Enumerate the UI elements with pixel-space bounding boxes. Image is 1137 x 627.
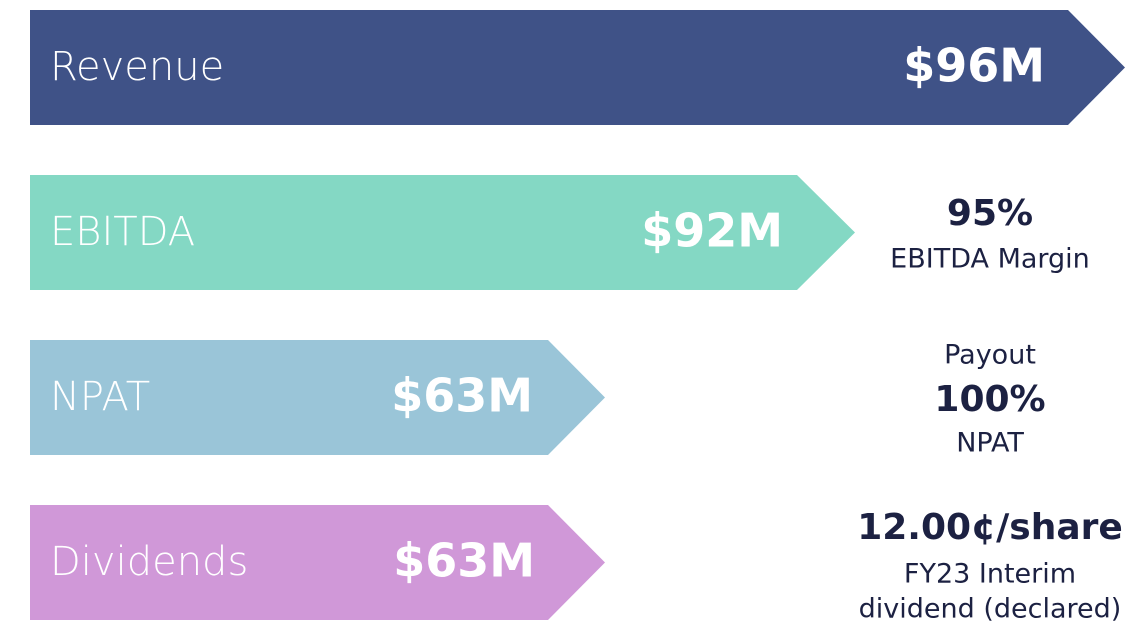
row-value: $96M [903,39,1045,93]
row-label: EBITDA [50,209,195,255]
row-label: Dividends [50,539,248,585]
revenue-arrow [30,10,1125,125]
note-emphasis: 95% [947,193,1033,234]
note-emphasis: 12.00¢/share [857,507,1123,548]
row-label: Revenue [50,44,224,90]
note-text: NPAT [956,428,1024,459]
dividends-arrow [30,505,605,620]
ebitda-arrow [30,175,855,290]
note-text: dividend (declared) [859,594,1122,625]
note-emphasis: 100% [934,379,1045,420]
note-text: FY23 Interim [904,559,1076,590]
row-label: NPAT [50,374,150,420]
row-value: $63M [391,369,533,423]
row-value: $63M [393,534,535,588]
npat-arrow [30,340,605,455]
note-text: EBITDA Margin [890,244,1090,275]
row-value: $92M [641,204,783,258]
note-text: Payout [944,340,1036,371]
